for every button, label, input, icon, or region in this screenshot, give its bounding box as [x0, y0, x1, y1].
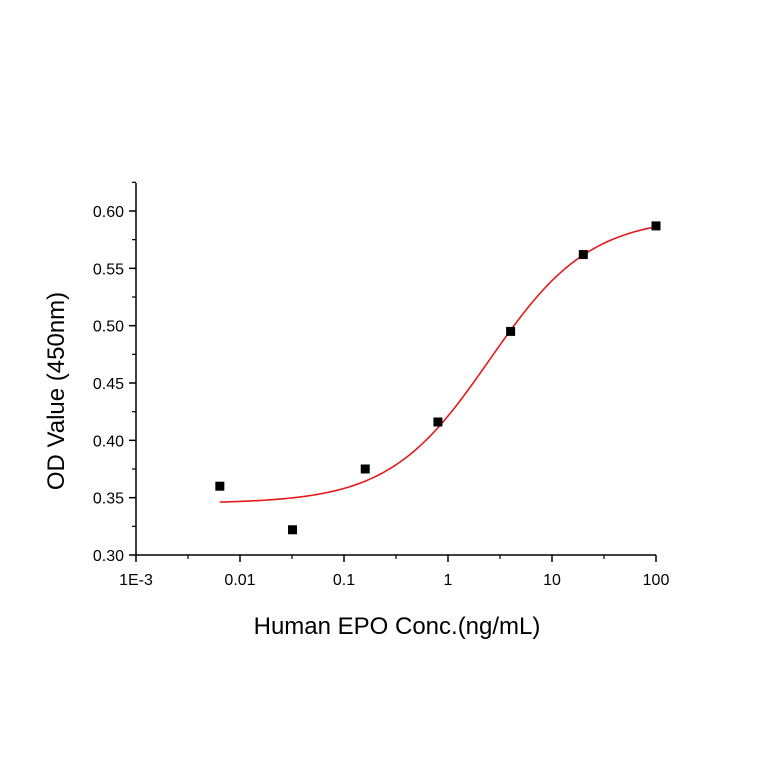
points-layer — [215, 221, 661, 535]
x-tick-label: 100 — [643, 572, 670, 589]
x-ticks: 1E-3 0.01 0.1 1 10 100 — [119, 555, 669, 589]
y-ticks: 0.30 0.35 0.40 0.45 0.50 0.55 0.60 — [93, 181, 136, 565]
y-tick-label: 0.55 — [93, 261, 124, 278]
data-point — [578, 250, 588, 260]
data-point — [433, 417, 443, 427]
axes — [135, 183, 656, 556]
data-point — [506, 326, 516, 336]
x-tick-label: 0.01 — [224, 572, 255, 589]
x-axis-title: Human EPO Conc.(ng/mL) — [254, 613, 541, 640]
data-point — [651, 221, 661, 231]
data-point — [360, 464, 370, 474]
y-tick-label: 0.50 — [93, 319, 124, 336]
x-tick-label: 0.1 — [333, 572, 355, 589]
y-tick-label: 0.35 — [93, 491, 124, 508]
fit-curve — [219, 225, 657, 503]
y-tick-label: 0.40 — [93, 433, 124, 450]
y-axis-title: OD Value (450nm) — [43, 292, 70, 490]
fit-layer — [219, 225, 657, 503]
data-point — [215, 481, 225, 491]
x-tick-label: 1E-3 — [119, 572, 153, 589]
y-tick-label: 0.30 — [93, 548, 124, 565]
x-tick-label: 1 — [444, 572, 453, 589]
data-point — [288, 525, 298, 535]
x-tick-label: 10 — [543, 572, 561, 589]
y-tick-label: 0.45 — [93, 376, 124, 393]
y-tick-label: 0.60 — [93, 204, 124, 221]
